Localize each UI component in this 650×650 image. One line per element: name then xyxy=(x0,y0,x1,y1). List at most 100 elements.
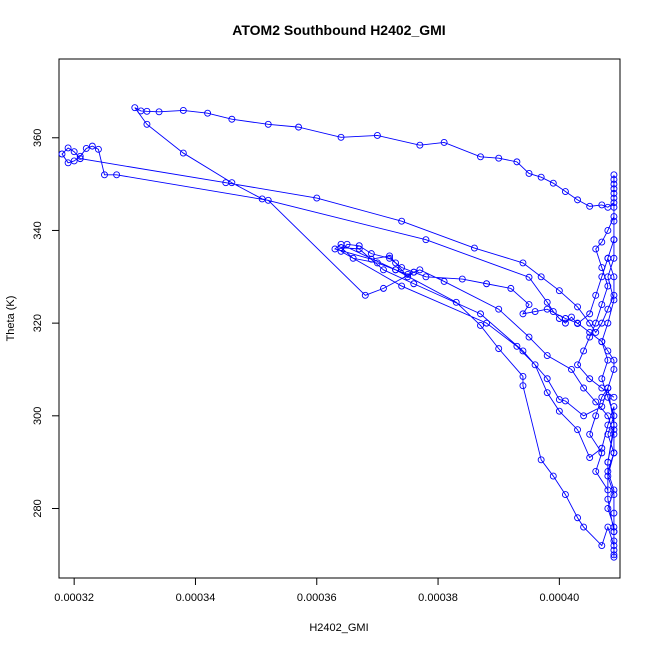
data-point xyxy=(543,352,551,360)
data-point xyxy=(604,495,612,503)
y-tick-label: 360 xyxy=(32,129,44,147)
x-tick-label: 0.00036 xyxy=(297,592,337,604)
data-point xyxy=(228,115,236,123)
data-point xyxy=(610,194,618,202)
data-point xyxy=(367,255,375,263)
data-point xyxy=(610,553,618,561)
data-point xyxy=(610,421,618,429)
data-point xyxy=(477,322,484,329)
data-point xyxy=(398,282,406,290)
data-point xyxy=(610,403,618,410)
data-point xyxy=(610,291,618,299)
data-point xyxy=(537,173,545,181)
data-point xyxy=(586,310,594,318)
data-point xyxy=(331,245,339,253)
data-point xyxy=(440,138,448,146)
x-tick-label: 0.00034 xyxy=(176,592,216,604)
data-point xyxy=(416,141,424,149)
data-series xyxy=(58,104,618,561)
data-point xyxy=(410,280,418,288)
data-point xyxy=(610,185,618,193)
data-point xyxy=(483,319,491,327)
data-point xyxy=(574,303,581,311)
data-point xyxy=(380,266,387,274)
data-point xyxy=(598,238,606,246)
data-point xyxy=(598,444,606,452)
data-point xyxy=(525,170,533,177)
data-point xyxy=(70,148,78,156)
data-point xyxy=(610,509,618,517)
data-point xyxy=(452,298,460,306)
data-point xyxy=(58,150,66,158)
data-point xyxy=(549,472,557,480)
data-point xyxy=(574,361,581,369)
data-point xyxy=(477,310,484,318)
data-point xyxy=(386,252,393,260)
data-point xyxy=(610,189,618,197)
data-point xyxy=(598,403,606,410)
data-point xyxy=(580,384,588,392)
data-point xyxy=(264,120,272,128)
data-point xyxy=(610,203,618,211)
data-point xyxy=(313,194,321,202)
data-point xyxy=(483,280,491,288)
data-point xyxy=(610,236,618,244)
data-point xyxy=(295,123,303,131)
data-point xyxy=(610,542,618,550)
data-point xyxy=(592,398,600,406)
x-axis: 0.00032 0.00034 0.00036 0.00038 0.00040 xyxy=(54,578,579,604)
data-point xyxy=(592,467,600,475)
data-point xyxy=(477,153,484,161)
data-point xyxy=(525,333,533,341)
data-point xyxy=(264,196,272,204)
data-point xyxy=(531,308,539,315)
data-point xyxy=(525,301,533,309)
data-point xyxy=(470,244,478,252)
data-point xyxy=(610,426,618,434)
data-point xyxy=(380,284,387,292)
data-point xyxy=(519,259,527,267)
data-point xyxy=(610,546,618,554)
data-point xyxy=(598,264,606,271)
x-tick-label: 0.00038 xyxy=(418,592,458,604)
data-point xyxy=(604,305,612,313)
data-point xyxy=(519,382,527,390)
data-point xyxy=(222,179,230,187)
data-point xyxy=(574,319,581,327)
data-point xyxy=(404,273,412,281)
data-point xyxy=(610,491,618,499)
y-tick-label: 320 xyxy=(32,314,44,332)
data-point xyxy=(598,384,606,392)
data-point xyxy=(422,236,430,244)
data-point xyxy=(610,217,618,225)
data-point xyxy=(440,277,448,285)
series-line xyxy=(61,107,615,558)
y-tick-label: 340 xyxy=(32,221,44,239)
data-point xyxy=(604,412,612,420)
data-point xyxy=(604,467,612,475)
data-point xyxy=(386,254,393,262)
data-point xyxy=(143,120,151,128)
data-point xyxy=(543,305,551,313)
data-point xyxy=(519,347,527,355)
data-point xyxy=(586,202,594,210)
data-point xyxy=(404,271,412,278)
data-point xyxy=(392,259,400,267)
data-point xyxy=(525,273,533,281)
data-point xyxy=(592,412,600,420)
data-point xyxy=(113,171,121,179)
y-axis-label: Theta (K) xyxy=(5,296,17,342)
y-tick-label: 280 xyxy=(32,499,44,517)
data-point xyxy=(610,176,618,183)
data-point xyxy=(337,247,345,255)
data-point xyxy=(610,171,618,179)
data-point xyxy=(586,430,594,438)
data-point xyxy=(592,328,600,336)
data-point xyxy=(586,375,594,383)
data-point xyxy=(519,372,527,380)
data-point xyxy=(519,310,527,318)
data-point xyxy=(513,158,521,166)
x-tick-label: 0.00040 xyxy=(539,592,579,604)
data-point xyxy=(507,284,515,292)
